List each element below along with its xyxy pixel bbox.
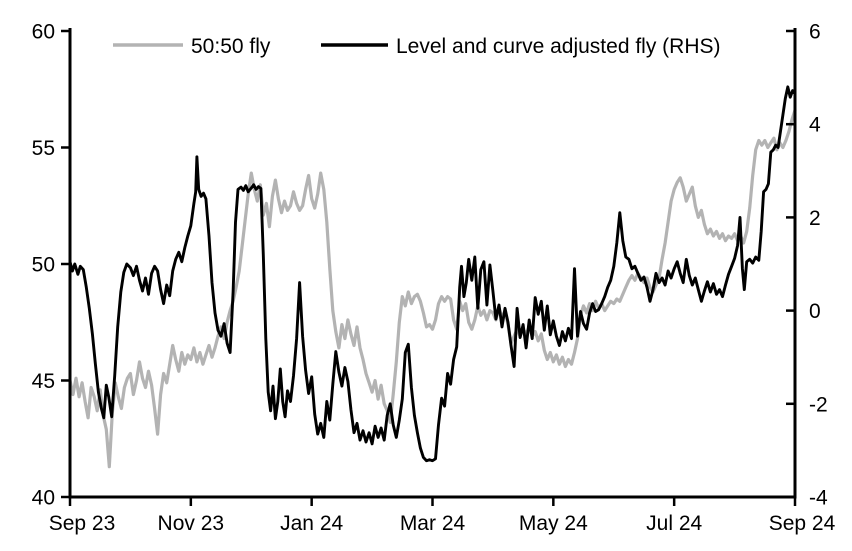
x-axis-tick-label: Sep 23 [49,512,116,535]
left-axis-tick-label: 55 [32,137,55,160]
series-lines [68,85,797,469]
left-axis-tick-label: 50 [32,254,55,277]
left-axis-tick-label: 60 [32,21,55,44]
right-axis-tick-label: 4 [809,114,821,137]
series-line-level-curve-adjusted-fly [68,85,797,463]
right-axis-tick-label: -4 [809,487,828,510]
legend-label-5050-fly: 50:50 fly [191,35,271,58]
x-axis-tick-label: Sep 24 [769,512,836,535]
legend: 50:50 fly Level and curve adjusted fly (… [113,35,721,58]
legend-label-level-curve-adjusted-fly: Level and curve adjusted fly (RHS) [396,35,721,58]
series-line-5050-fly [68,108,797,469]
left-axis-tick-label: 45 [32,370,55,393]
axis-ticks [61,29,797,506]
right-axis-tick-label: 6 [809,21,821,44]
right-axis-tick-label: 0 [809,300,821,323]
left-axis-tick-label: 40 [32,487,55,510]
x-axis-tick-label: May 24 [519,512,588,535]
axis-tick-labels: 40 45 50 55 60 -4 -2 0 2 4 6 Sep 23 Nov 23 Jan 24 Mar … [32,21,836,536]
x-axis-tick-label: Jul 24 [646,512,702,535]
right-axis-tick-label: 2 [809,207,821,230]
right-axis-tick-label: -2 [809,393,828,416]
x-axis-tick-label: Nov 23 [158,512,225,535]
x-axis-tick-label: Mar 24 [400,512,466,535]
x-axis-tick-label: Jan 24 [280,512,343,535]
